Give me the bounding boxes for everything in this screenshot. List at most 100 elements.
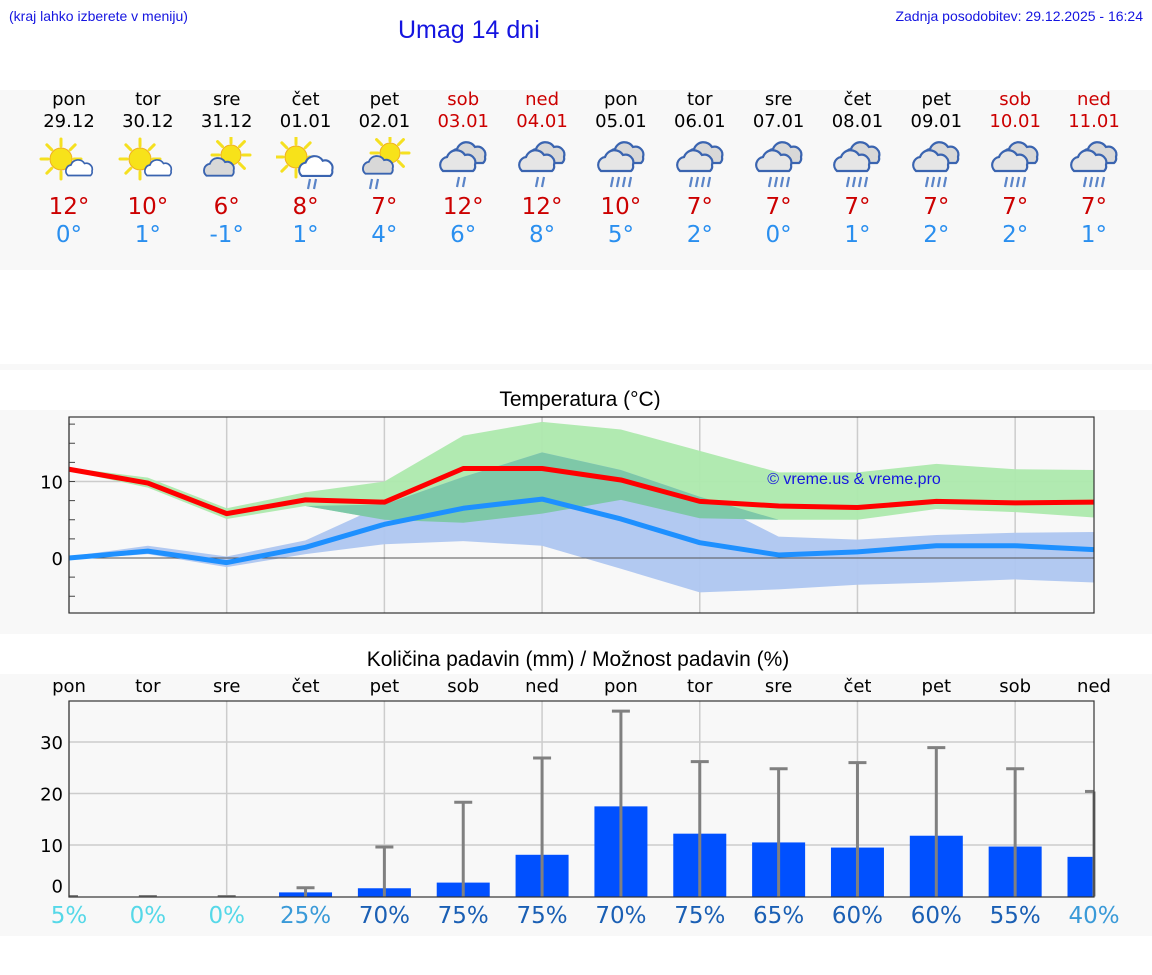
min-temperature: 0°: [765, 222, 792, 248]
precipitation-probability: 25%: [279, 903, 332, 929]
precipitation-probability: 75%: [516, 903, 568, 929]
temperature-chart: 10 0 © vreme.us & vreme.pro: [40, 416, 1095, 614]
precipitation-probability: 55%: [989, 903, 1041, 929]
day-name: tor: [135, 89, 161, 110]
max-temperature: 7°: [844, 194, 871, 220]
min-temperature: 2°: [686, 222, 713, 248]
day-date: 29.12: [43, 111, 95, 132]
min-temperature: 1°: [1080, 222, 1108, 248]
min-temperature: 8°: [528, 222, 556, 248]
precipitation-day-label: sre: [212, 676, 241, 697]
precipitation-probability: 75%: [674, 903, 726, 929]
sun-cloud-light-rain-icon: [266, 137, 345, 193]
day-forecast: tor 30.12 10° 1°: [108, 89, 187, 249]
min-temperature: 1°: [844, 222, 871, 248]
precipitation-chart-title: Količina padavin (mm) / Možnost padavin …: [366, 648, 790, 671]
max-temperature: 7°: [923, 194, 950, 220]
day-name: sre: [212, 89, 241, 110]
precipitation-day-label: pon: [603, 676, 638, 697]
cloudy-rain-icon: [976, 137, 1055, 193]
precipitation-probability: 0%: [129, 903, 167, 929]
day-forecast: pet 02.01 7° 4°: [345, 89, 424, 249]
day-forecast: tor 06.01 7° 2°: [660, 89, 739, 249]
max-temperature: 7°: [686, 194, 713, 220]
max-temperature: 7°: [1002, 194, 1029, 220]
day-forecast: sob 10.01 7° 2°: [976, 89, 1055, 249]
day-date: 31.12: [200, 111, 253, 132]
svg-text:20: 20: [40, 785, 63, 806]
cloudy-rain-icon: [581, 137, 660, 193]
min-temperature: 2°: [923, 222, 950, 248]
forecast-band: [0, 90, 1152, 270]
min-temperature: -1°: [209, 222, 244, 248]
cloud-sun-light-rain-icon: [345, 137, 424, 193]
day-forecast: sre 31.12 6° -1°: [187, 89, 266, 249]
day-name: tor: [687, 89, 713, 110]
max-temperature: 10°: [600, 194, 642, 220]
min-temperature: 6°: [450, 222, 477, 248]
max-temperature: 6°: [213, 194, 240, 220]
max-temperature: 7°: [1080, 194, 1108, 220]
max-temperature: 7°: [371, 194, 398, 220]
svg-text:© vreme.us & vreme.pro: © vreme.us & vreme.pro: [767, 471, 941, 488]
cloudy-rain-icon: [818, 137, 897, 193]
max-temperature: 7°: [765, 194, 792, 220]
min-temperature: 4°: [371, 222, 398, 248]
day-date: 07.01: [752, 111, 805, 132]
day-date: 30.12: [122, 111, 174, 132]
precipitation-probability: 75%: [437, 903, 489, 929]
day-date: 01.01: [279, 111, 332, 132]
precipitation-day-label: ned: [525, 676, 560, 697]
day-name: pon: [603, 89, 638, 110]
svg-text:30: 30: [40, 733, 63, 754]
sun-with-cloud-icon: [30, 137, 109, 193]
precipitation-day-label: čet: [843, 676, 872, 697]
cloudy-rain-icon: [739, 137, 818, 193]
day-name: sob: [447, 89, 480, 110]
min-temperature: 5°: [607, 222, 634, 248]
max-temperature: 12°: [48, 194, 90, 220]
day-name: pet: [369, 89, 400, 110]
precipitation-day-label: sre: [764, 676, 793, 697]
temperature-chart-title: Temperatura (°C): [499, 388, 661, 411]
cloudy-rain-icon: [660, 137, 739, 193]
day-name: čet: [291, 89, 320, 110]
svg-text:10: 10: [40, 836, 63, 857]
day-date: 05.01: [595, 111, 647, 132]
day-date: 11.01: [1068, 111, 1120, 132]
day-name: čet: [843, 89, 872, 110]
day-name: ned: [1077, 89, 1111, 110]
min-temperature: 1°: [134, 222, 161, 248]
cloudy-light-rain-icon: [503, 137, 582, 193]
precipitation-probability: 60%: [831, 903, 884, 929]
header-menu-hint: (kraj lahko izberete v meniju): [9, 8, 188, 24]
precipitation-day-label: ned: [1077, 676, 1111, 697]
day-forecast: čet 01.01 8° 1°: [266, 89, 345, 249]
last-update: Zadnja posodobitev: 29.12.2025 - 16:24: [895, 8, 1143, 24]
precipitation-day-label: pon: [52, 676, 86, 697]
cloudy-rain-icon: [1055, 137, 1134, 193]
day-forecast: čet 08.01 7° 1°: [818, 89, 897, 249]
precipitation-chart: 30 20 10 0: [40, 700, 1096, 898]
day-date: 03.01: [437, 111, 489, 132]
precipitation-probability: 5%: [50, 903, 88, 929]
day-forecast: sre 07.01 7° 0°: [739, 89, 818, 249]
precipitation-probability: 70%: [358, 903, 410, 929]
max-temperature: 8°: [292, 194, 319, 220]
day-forecast: pet 09.01 7° 2°: [897, 89, 976, 249]
day-name: sob: [999, 89, 1032, 110]
day-date: 09.01: [910, 111, 963, 132]
day-date: 04.01: [516, 111, 568, 132]
max-temperature: 10°: [127, 194, 169, 220]
max-temperature: 12°: [442, 194, 484, 220]
precipitation-day-label: pet: [369, 676, 400, 697]
max-temperature: 12°: [521, 194, 563, 220]
divider-band: [0, 364, 1152, 370]
precipitation-probability: 0%: [208, 903, 245, 929]
day-date: 10.01: [989, 111, 1041, 132]
cloudy-light-rain-icon: [424, 137, 503, 193]
cloud-with-sun-icon: [187, 137, 266, 193]
svg-text:0: 0: [52, 549, 63, 570]
day-forecast: pon 29.12 12° 0°: [30, 89, 109, 249]
svg-text:0: 0: [52, 877, 63, 898]
